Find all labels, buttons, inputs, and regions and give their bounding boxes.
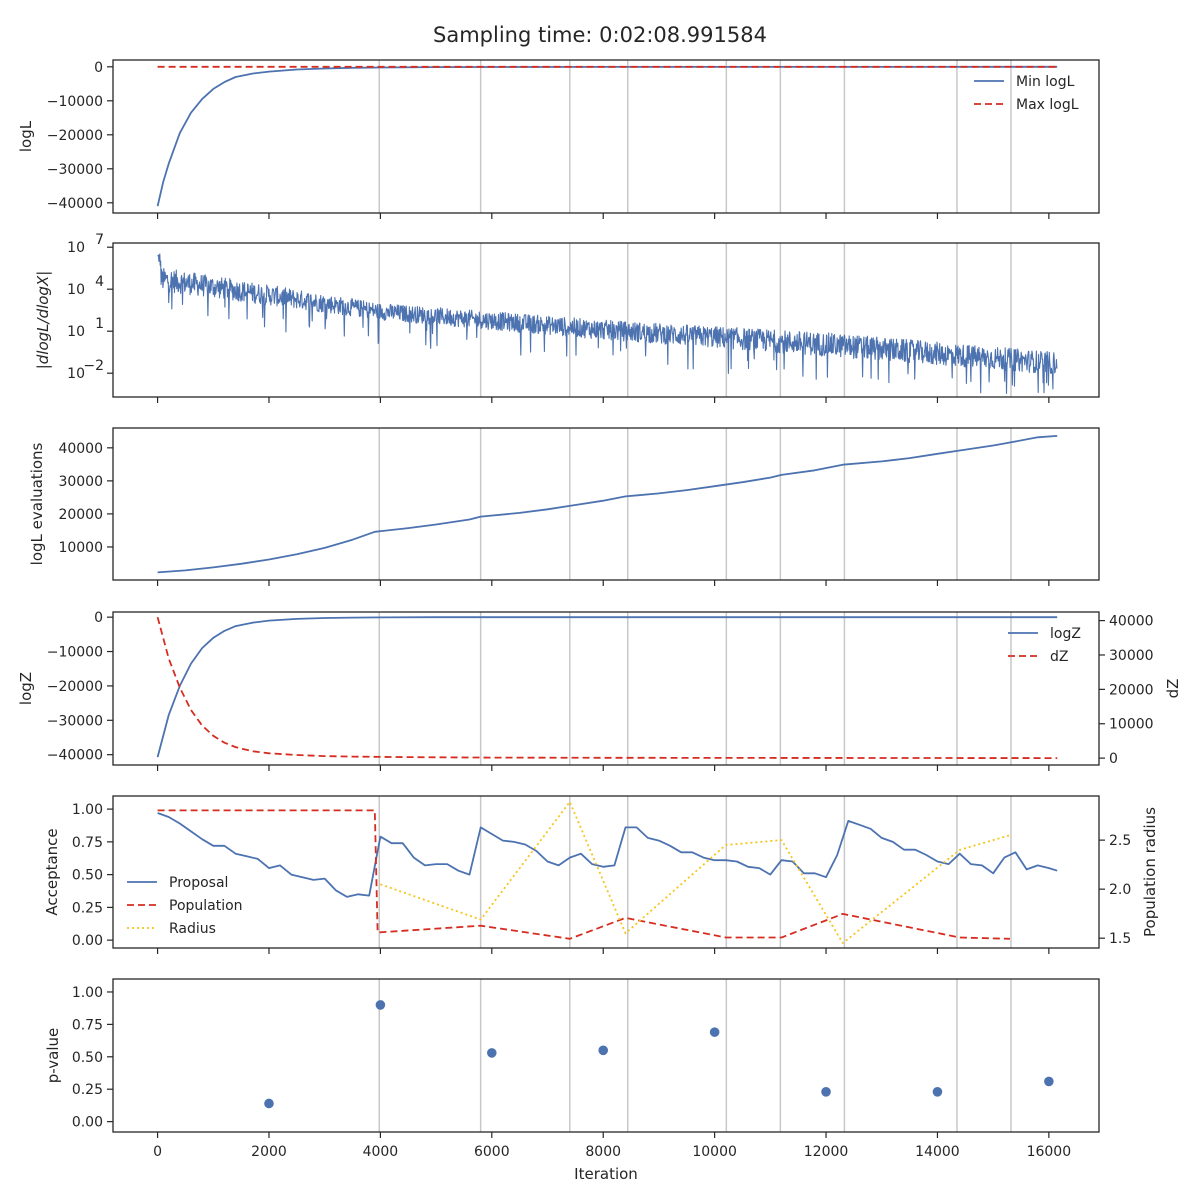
x-tick-label: 16000: [1027, 1144, 1072, 1160]
series-line-proposal: [157, 812, 1058, 898]
panel-6: 0 2000 4000 6000 8000 10000 12000 14000 16000 0.0…: [44, 978, 1100, 1160]
x-tick-label: 4000: [363, 1144, 399, 1160]
y-tick-label: 0.75: [72, 835, 103, 851]
figure-title: Sampling time: 0:02:08.991584: [433, 23, 767, 47]
y-tick-label: 0: [94, 610, 103, 626]
y-tick-label: 0.50: [72, 868, 103, 884]
scatter-point: [821, 1087, 831, 1097]
y2-tick-label: 30000: [1109, 648, 1154, 664]
scatter-point: [1044, 1076, 1054, 1087]
y-axis-label: logZ: [17, 672, 35, 705]
x-tick-label: 12000: [804, 1144, 849, 1160]
scatter-point: [932, 1087, 943, 1097]
y-tick-label: 20000: [58, 507, 103, 523]
y-tick-label: −40000: [47, 196, 103, 212]
x-tick-label: 2000: [251, 1144, 287, 1160]
plot-frame: [112, 611, 1100, 766]
legend-label: Min logL: [1016, 74, 1075, 90]
y-tick-label: −10000: [47, 94, 103, 110]
y-tick-label: 0.50: [72, 1050, 103, 1066]
x-axis-label: Iteration: [574, 1165, 638, 1183]
y2-tick-label: 1.5: [1109, 931, 1131, 947]
plot-frame: [112, 427, 1100, 581]
y2-tick-label: 10000: [1109, 717, 1154, 733]
y-tick-label: 1.00: [72, 802, 103, 818]
y-tick-label: 10: [67, 240, 85, 256]
y-tick-label: 10: [67, 366, 85, 382]
legend-label: Proposal: [169, 875, 228, 891]
y-tick-label: 0.25: [72, 900, 103, 916]
y-tick-label: 0.25: [72, 1082, 103, 1098]
panel-5: 0.00 0.25 0.50 0.75 1.00 1.5 2.0 2.5 Acceptance P…: [43, 795, 1159, 954]
y2-axis-label: Population radius: [1141, 807, 1159, 937]
panels: 0 −10000 −20000 −30000 −40000 logL Min logL Max…: [17, 59, 1182, 1160]
y-tick-exponent: 4: [95, 274, 104, 290]
x-tick-label: 10000: [692, 1144, 737, 1160]
y-tick-label: 0.00: [72, 1115, 103, 1131]
series-line-logz: [156, 616, 1058, 758]
x-tick-label: 14000: [915, 1144, 960, 1160]
y-tick-label: −20000: [47, 128, 103, 144]
x-tick-label: 8000: [585, 1144, 621, 1160]
x-tick-label: 0: [153, 1144, 162, 1160]
y2-tick-label: 0: [1109, 751, 1118, 767]
panel-3: 10000 20000 30000 40000 logL evaluations: [28, 427, 1100, 586]
series-line-radius: [380, 801, 1011, 944]
panel-2: 10 710 410 110−2|dlogL/dlogX|: [34, 232, 1100, 403]
y-tick-exponent: −2: [83, 358, 104, 374]
y-tick-label: 0.00: [72, 933, 103, 949]
y-tick-label: 10: [67, 324, 85, 340]
y-tick-label: 0: [94, 60, 103, 76]
y2-axis-label: dZ: [1164, 679, 1182, 699]
y2-tick-label: 20000: [1109, 682, 1154, 698]
y-axis-label: |dlogL/dlogX|: [34, 271, 52, 370]
y-tick-label: −20000: [47, 679, 103, 695]
y-tick-label: 0.75: [72, 1017, 103, 1033]
y-tick-label: −30000: [47, 162, 103, 178]
scatter-point: [709, 1027, 720, 1037]
y2-tick-label: 2.5: [1109, 833, 1131, 849]
plot-frame: [112, 59, 1100, 214]
scatter-point: [375, 1000, 386, 1010]
scatter-point: [598, 1045, 609, 1056]
y-tick-label: −30000: [47, 713, 103, 729]
y-tick-label: 1.00: [72, 985, 103, 1001]
legend-label: Population: [169, 898, 243, 914]
legend-label: dZ: [1050, 649, 1068, 665]
y-tick-exponent: 7: [95, 232, 104, 248]
derivative-series-line: [157, 253, 1058, 394]
y2-tick-label: 40000: [1109, 614, 1154, 630]
y-tick-label: 30000: [58, 474, 103, 490]
panel-1: 0 −10000 −20000 −30000 −40000 logL Min logL Max…: [17, 59, 1100, 219]
series-line-main: [157, 435, 1058, 574]
y-tick-exponent: 1: [95, 316, 104, 332]
y-tick-label: −10000: [47, 645, 103, 661]
plot-frame: [112, 795, 1100, 949]
y-tick-label: 40000: [58, 441, 103, 457]
plot-frame: [112, 978, 1100, 1133]
series-line-dz: [156, 616, 1058, 759]
y-axis-label: Acceptance: [43, 828, 61, 915]
y-axis-label: logL evaluations: [28, 442, 46, 565]
y-tick-label: −40000: [47, 748, 103, 764]
y2-tick-label: 2.0: [1109, 882, 1131, 898]
plot-frame: [112, 242, 1100, 398]
y-axis-label: p-value: [44, 1028, 62, 1084]
panel-4: 0 −10000 −20000 −30000 −40000 0 10000 20000 3000…: [17, 610, 1182, 771]
legend-label: Max logL: [1016, 97, 1079, 113]
series-line-population: [157, 809, 1010, 940]
legend-label: logZ: [1050, 626, 1081, 642]
y-tick-label: 10: [67, 282, 85, 298]
x-tick-label: 6000: [474, 1144, 510, 1160]
scatter-point: [487, 1048, 497, 1058]
legend-label: Radius: [169, 921, 216, 937]
y-tick-label: 10000: [58, 540, 103, 556]
y-axis-label: logL: [17, 120, 35, 152]
scatter-point: [264, 1098, 274, 1109]
